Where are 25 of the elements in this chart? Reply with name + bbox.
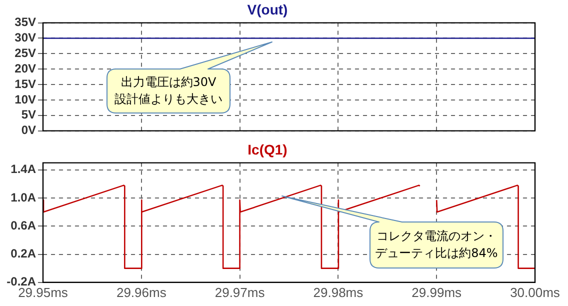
y-tick-label: 15V [14,76,36,91]
y-tick-label: 0.2A [10,246,36,261]
speech-bubble: 出力電圧は約30V 設計値よりも大きい [106,41,273,114]
y-tick-label: 25V [14,46,36,60]
x-tick-label: 30.00ms [510,284,560,300]
y-tick-label: 35V [14,15,36,30]
annotation: 設計値よりも大きい [114,91,224,108]
x-tick-label: 29.99ms [412,284,462,300]
y-tick-label: 10V [14,92,36,106]
annotation: 出力電圧は約30V [120,74,218,91]
y-tick-label: 1.0A [10,190,36,204]
x-tick-label: 29.98ms [313,284,364,300]
y-tick-label: 5V [21,108,36,122]
y-tick-label: 20V [14,61,36,76]
y-tick-label: 0V [21,123,36,138]
chart-title: Ic(Q1) [248,141,288,158]
y-tick-label: 1.4A [10,162,36,176]
speech-bubble: コレクタ電流のオン・ デューティ比は約84% [281,195,504,269]
x-tick-label: 29.96ms [116,284,167,300]
annotation: コレクタ電流のオン・ [376,228,498,245]
chart-title: V(out) [247,1,288,18]
y-tick-label: 0.6A [10,218,36,232]
x-tick-label: 29.97ms [214,284,266,300]
y-tick-label: 30V [14,30,36,45]
annotation: デューティ比は約84% [374,245,499,262]
